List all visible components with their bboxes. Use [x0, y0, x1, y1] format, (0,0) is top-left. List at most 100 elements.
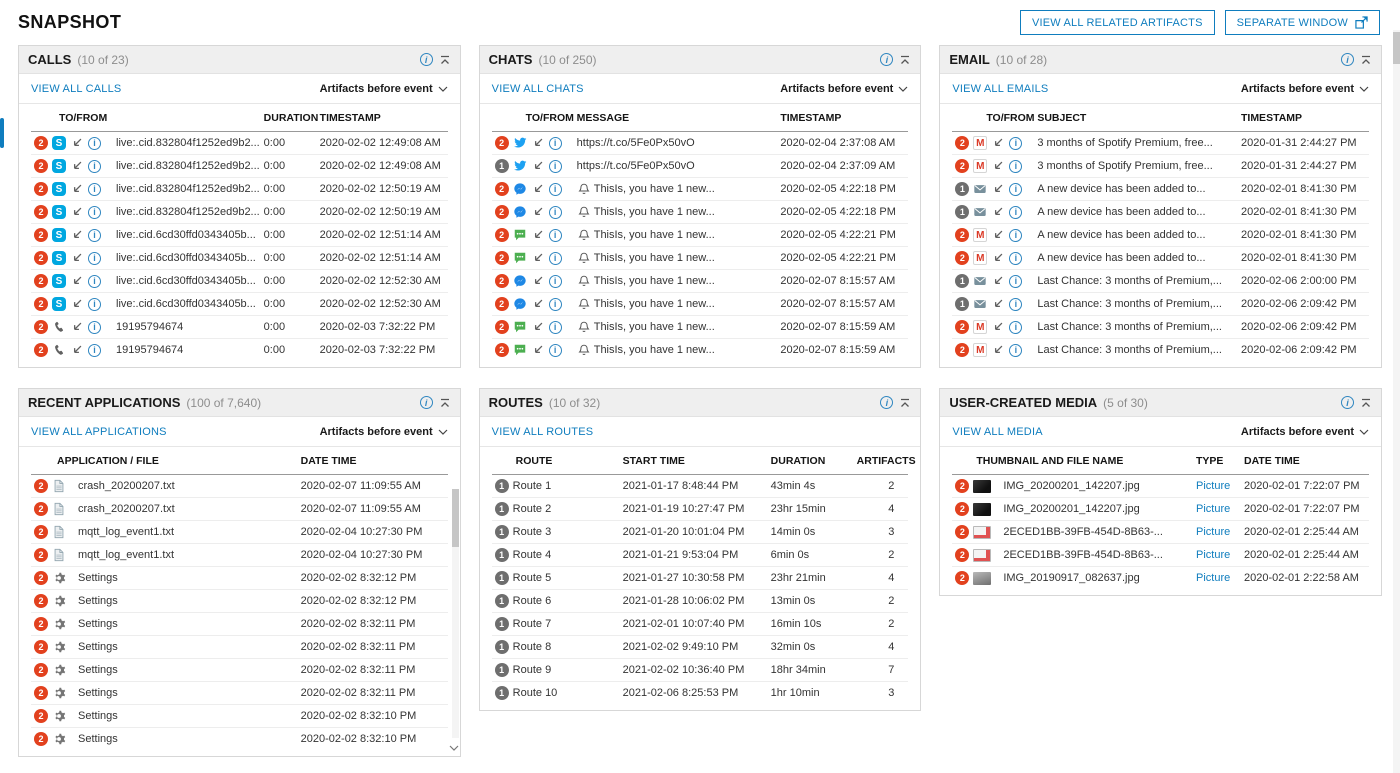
info-icon[interactable]: i	[1009, 343, 1023, 357]
info-icon[interactable]: i	[1009, 136, 1023, 150]
application-row[interactable]: 2 Settings 2020-02-02 8:32:11 PM	[31, 612, 448, 636]
info-icon[interactable]: i	[880, 53, 894, 66]
chat-row[interactable]: 2 i https://t.co/5Fe0Px50vO 2020-02-04 2:37…	[491, 131, 909, 155]
info-icon[interactable]: i	[548, 136, 562, 150]
media-thumbnail[interactable]	[973, 525, 992, 539]
column-header[interactable]: TIMESTAMP	[316, 104, 448, 132]
media-thumbnail[interactable]	[973, 548, 992, 562]
route-row[interactable]: 1 Route 9 2021-02-02 10:36:40 PM 18hr 34min…	[491, 658, 909, 682]
info-icon[interactable]: i	[548, 228, 562, 242]
route-row[interactable]: 1 Route 4 2021-01-21 9:53:04 PM 6min 0s 2	[491, 543, 909, 567]
info-icon[interactable]: i	[88, 159, 101, 173]
info-icon[interactable]: i	[548, 274, 562, 288]
view-all-routes-link[interactable]: VIEW ALL ROUTES	[491, 426, 594, 438]
collapse-icon[interactable]	[1360, 397, 1372, 409]
route-row[interactable]: 1 Route 7 2021-02-01 10:07:40 PM 16min 10s 2	[491, 612, 909, 636]
info-icon[interactable]: i	[88, 228, 101, 242]
media-type-link[interactable]: Picture	[1195, 480, 1231, 492]
application-row[interactable]: 2 crash_20200207.txt 2020-02-07 11:09:55 A…	[31, 474, 448, 498]
column-header[interactable]: TIMESTAMP	[1237, 104, 1369, 132]
collapse-icon[interactable]	[1360, 54, 1372, 66]
view-all-media-link[interactable]: VIEW ALL MEDIA	[952, 426, 1043, 438]
media-thumbnail[interactable]	[973, 571, 992, 585]
info-icon[interactable]: i	[1009, 205, 1023, 219]
chat-row[interactable]: 2 i ThisIs, you have 1 new... 2020-02-07 8…	[491, 292, 909, 316]
collapse-icon[interactable]	[899, 397, 911, 409]
info-icon[interactable]: i	[88, 136, 101, 150]
application-row[interactable]: 2 Settings 2020-02-02 8:32:12 PM	[31, 589, 448, 613]
info-icon[interactable]: i	[88, 320, 101, 334]
info-icon[interactable]: i	[88, 274, 101, 288]
email-row[interactable]: 1 i Last Chance: 3 months of Premium,... 20…	[952, 292, 1369, 316]
panel-scrollbar[interactable]	[451, 489, 459, 738]
info-icon[interactable]: i	[548, 205, 562, 219]
info-icon[interactable]: i	[548, 251, 562, 265]
media-row[interactable]: 2 IMG_20200201_142207.jpg Picture 2020-02-0…	[952, 497, 1369, 521]
info-icon[interactable]: i	[88, 343, 101, 357]
artifacts-filter-dropdown[interactable]: Artifacts before event	[1241, 83, 1369, 95]
media-type-link[interactable]: Picture	[1195, 526, 1231, 538]
chat-row[interactable]: 2 i ThisIs, you have 1 new... 2020-02-05 4…	[491, 223, 909, 247]
email-row[interactable]: 1 i A new device has been added to... 2020-…	[952, 177, 1369, 201]
info-icon[interactable]: i	[548, 159, 562, 173]
route-row[interactable]: 1 Route 6 2021-01-28 10:06:02 PM 13min 0s 2	[491, 589, 909, 613]
chat-row[interactable]: 2 i ThisIs, you have 1 new... 2020-02-05 4…	[491, 177, 909, 201]
info-icon[interactable]: i	[1009, 297, 1023, 311]
separate-window-button[interactable]: SEPARATE WINDOW	[1224, 10, 1380, 35]
info-icon[interactable]: i	[548, 343, 562, 357]
column-header[interactable]: TYPE	[1192, 447, 1241, 475]
application-row[interactable]: 2 mqtt_log_event1.txt 2020-02-04 10:27:30 …	[31, 543, 448, 567]
info-icon[interactable]: i	[1340, 53, 1354, 66]
info-icon[interactable]: i	[88, 251, 101, 265]
route-row[interactable]: 1 Route 3 2021-01-20 10:01:04 PM 14min 0s 3	[491, 520, 909, 544]
column-header[interactable]: ARTIFACTS	[853, 447, 916, 475]
collapse-icon[interactable]	[439, 54, 451, 66]
column-header[interactable]: TO/FROM	[491, 104, 574, 132]
page-scrollbar[interactable]	[1393, 30, 1400, 773]
application-row[interactable]: 2 Settings 2020-02-02 8:32:11 PM	[31, 658, 448, 682]
info-icon[interactable]: i	[548, 320, 562, 334]
artifacts-filter-dropdown[interactable]: Artifacts before event	[780, 83, 908, 95]
column-header[interactable]: SUBJECT	[1034, 104, 1238, 132]
media-type-link[interactable]: Picture	[1195, 549, 1231, 561]
scroll-down-icon[interactable]	[448, 742, 460, 754]
media-row[interactable]: 2 2ECED1BB-39FB-454D-8B63-... Picture 2020-…	[952, 520, 1369, 544]
artifacts-filter-dropdown[interactable]: Artifacts before event	[320, 83, 448, 95]
media-row[interactable]: 2 IMG_20190917_082637.jpg Picture 2020-02-0…	[952, 567, 1369, 590]
column-header[interactable]: DATE TIME	[1240, 447, 1369, 475]
left-scroll-indicator[interactable]	[0, 118, 4, 148]
collapse-icon[interactable]	[439, 397, 451, 409]
info-icon[interactable]: i	[1009, 228, 1023, 242]
info-icon[interactable]: i	[88, 182, 101, 196]
route-row[interactable]: 1 Route 8 2021-02-02 9:49:10 PM 32min 0s 4	[491, 635, 909, 659]
media-row[interactable]: 2 2ECED1BB-39FB-454D-8B63-... Picture 2020-…	[952, 543, 1369, 567]
info-icon[interactable]: i	[880, 396, 894, 409]
chat-row[interactable]: 2 i ThisIs, you have 1 new... 2020-02-05 4…	[491, 200, 909, 224]
media-type-link[interactable]: Picture	[1195, 572, 1231, 584]
email-row[interactable]: 1 i Last Chance: 3 months of Premium,... 20…	[952, 269, 1369, 293]
column-header[interactable]: TO/FROM	[952, 104, 1035, 132]
info-icon[interactable]: i	[88, 205, 101, 219]
artifacts-filter-dropdown[interactable]: Artifacts before event	[1241, 426, 1369, 438]
column-header[interactable]: DURATION	[767, 447, 854, 475]
scrollbar-thumb[interactable]	[1393, 32, 1400, 64]
route-row[interactable]: 1 Route 2 2021-01-19 10:27:47 PM 23hr 15min…	[491, 497, 909, 521]
media-thumbnail[interactable]	[973, 502, 992, 516]
application-row[interactable]: 2 Settings 2020-02-02 8:32:12 PM	[31, 566, 448, 590]
column-header[interactable]: THUMBNAIL AND FILE NAME	[952, 447, 1193, 475]
scrollbar-thumb[interactable]	[451, 489, 459, 547]
info-icon[interactable]: i	[1009, 182, 1023, 196]
view-all-related-artifacts-button[interactable]: VIEW ALL RELATED ARTIFACTS	[1019, 10, 1215, 35]
call-row[interactable]: 2 i 19195794674 0:00 2020-02-03 7:32:22 PM	[31, 315, 448, 339]
view-all-chats-link[interactable]: VIEW ALL CHATS	[491, 83, 584, 95]
